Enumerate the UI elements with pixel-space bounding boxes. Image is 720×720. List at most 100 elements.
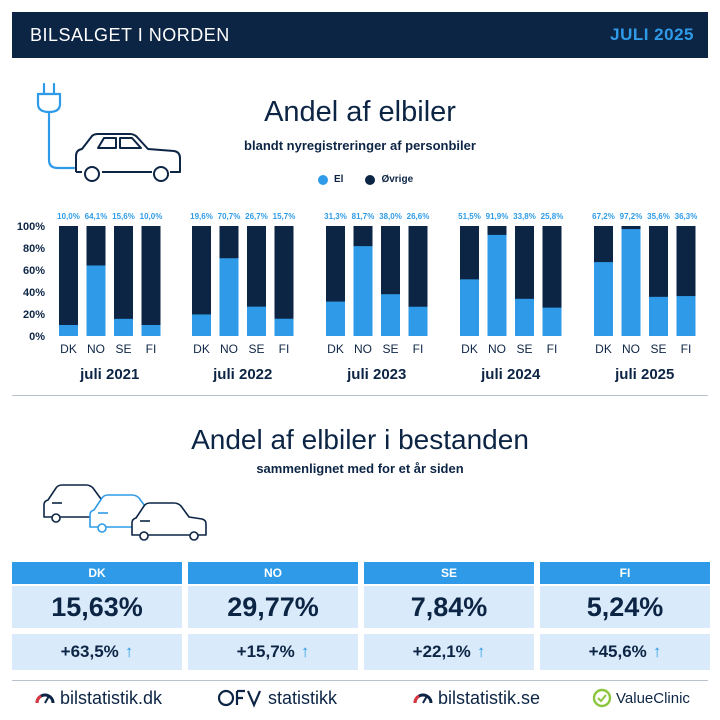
- chart-legend: El Øvrige: [318, 174, 435, 185]
- x-tick-label: NO: [87, 342, 105, 356]
- x-tick-label: NO: [622, 342, 640, 356]
- stock-change-row: +15,7% ↑: [188, 634, 358, 670]
- stock-country: FI: [540, 562, 710, 584]
- x-tick-label: SE: [516, 342, 532, 356]
- y-tick-label: 20%: [23, 309, 45, 321]
- logo-bilstatistik-se[interactable]: bilstatistik.se: [412, 686, 540, 710]
- stock-change: +15,7%: [236, 642, 295, 661]
- group-label: juli 2022: [212, 366, 272, 383]
- x-tick-label: NO: [488, 342, 506, 356]
- x-tick-label: SE: [382, 342, 398, 356]
- bar-el: [515, 298, 534, 336]
- y-tick-label: 60%: [23, 265, 45, 277]
- group-label: juli 2023: [346, 366, 406, 383]
- stock-title: Andel af elbiler i bestanden: [191, 424, 529, 455]
- data-label: 64,1%: [85, 212, 108, 221]
- x-tick-label: FI: [681, 342, 692, 356]
- x-tick-label: DK: [461, 342, 478, 356]
- bar-el: [274, 318, 294, 336]
- data-label: 97,2%: [620, 212, 643, 221]
- stock-country: DK: [12, 562, 182, 584]
- logo-bilstatistik-dk[interactable]: bilstatistik.dk: [34, 686, 162, 710]
- data-label: 26,7%: [245, 212, 268, 221]
- x-tick-label: SE: [650, 342, 666, 356]
- bar-el: [487, 234, 507, 336]
- stock-subtitle: sammenlignet med for et år siden: [256, 461, 464, 476]
- bar-el: [621, 229, 641, 336]
- logo-text: ValueClinic: [616, 689, 690, 707]
- x-tick-label: NO: [220, 342, 238, 356]
- chart-subtitle: blandt nyregistreringer af personbiler: [244, 138, 476, 153]
- bar-el: [460, 279, 479, 336]
- legend-item-ovrige: Øvrige: [365, 174, 413, 185]
- logo-valueclinic[interactable]: ValueClinic: [592, 686, 690, 710]
- x-tick-label: DK: [327, 342, 344, 356]
- bar-el: [542, 307, 562, 336]
- stock-change-row: +22,1% ↑: [364, 634, 534, 670]
- stacked-bar-chart: 100% 80% 60% 40% 20% 0% 10,0% DK 64,1% NO 15,6% SE 1…: [17, 212, 698, 383]
- section-divider: [12, 395, 708, 396]
- bar-el: [353, 246, 373, 336]
- bar-ovrige: [141, 226, 161, 336]
- logo-text: statistikk: [268, 687, 338, 708]
- chart-title: Andel af elbiler: [264, 96, 456, 128]
- plug-car-icon: [36, 82, 181, 182]
- data-label: 31,3%: [324, 212, 347, 221]
- logo-ofv[interactable]: statistikk: [218, 686, 337, 710]
- stock-change-row: +63,5% ↑: [12, 634, 182, 670]
- bar-el: [192, 314, 211, 336]
- bar-el: [141, 325, 161, 336]
- legend-item-el: El: [318, 174, 343, 185]
- stock-share: 29,77%: [188, 586, 358, 628]
- arrow-up-icon: ↑: [124, 642, 134, 661]
- data-label: 19,6%: [190, 212, 213, 221]
- stock-card-fi: FI 5,24% +45,6% ↑: [540, 562, 710, 670]
- footer-divider: [12, 680, 708, 681]
- logo-text: bilstatistik.se: [438, 687, 541, 708]
- arrow-up-icon: ↑: [652, 642, 662, 661]
- data-label: 36,3%: [675, 212, 698, 221]
- three-cars-icon: [43, 484, 207, 541]
- group-label: juli 2021: [79, 366, 139, 383]
- y-tick-label: 100%: [17, 221, 45, 233]
- header-date: JULI 2025: [610, 25, 694, 44]
- data-label: 67,2%: [592, 212, 615, 221]
- bar-el: [649, 296, 668, 336]
- bar-el: [114, 318, 133, 336]
- data-label: 70,7%: [218, 212, 241, 221]
- speedometer-icon: [34, 687, 56, 709]
- x-tick-label: DK: [595, 342, 612, 356]
- header-title: BILSALGET I NORDEN: [30, 24, 230, 45]
- bar-el: [381, 294, 400, 336]
- x-tick-label: DK: [60, 342, 77, 356]
- data-label: 35,6%: [647, 212, 670, 221]
- group-label: juli 2025: [614, 366, 674, 383]
- bar-ovrige: [114, 226, 133, 336]
- stock-country: SE: [364, 562, 534, 584]
- stock-share: 7,84%: [364, 586, 534, 628]
- legend-label-ovrige: Øvrige: [381, 174, 414, 185]
- data-label: 25,8%: [541, 212, 564, 221]
- data-label: 10,0%: [57, 212, 80, 221]
- legend-swatch-ovrige: [365, 174, 376, 185]
- bar-ovrige: [274, 226, 294, 336]
- stock-card-se: SE 7,84% +22,1% ↑: [364, 562, 534, 670]
- stock-change: +22,1%: [412, 642, 471, 661]
- data-label: 51,5%: [458, 212, 481, 221]
- legend-label-el: El: [334, 174, 344, 185]
- x-tick-label: SE: [115, 342, 131, 356]
- bar-el: [59, 325, 78, 336]
- arrow-up-icon: ↑: [300, 642, 310, 661]
- x-tick-label: FI: [547, 342, 558, 356]
- data-label: 33,8%: [513, 212, 536, 221]
- stock-card-no: NO 29,77% +15,7% ↑: [188, 562, 358, 670]
- header-bar: BILSALGET I NORDEN JULI 2025: [12, 12, 708, 58]
- data-label: 10,0%: [140, 212, 163, 221]
- x-tick-label: FI: [413, 342, 424, 356]
- data-label: 15,6%: [112, 212, 135, 221]
- y-tick-label: 80%: [23, 243, 45, 255]
- bar-el: [326, 301, 345, 336]
- data-label: 81,7%: [352, 212, 375, 221]
- x-tick-label: FI: [146, 342, 157, 356]
- speedometer-icon: [412, 687, 434, 709]
